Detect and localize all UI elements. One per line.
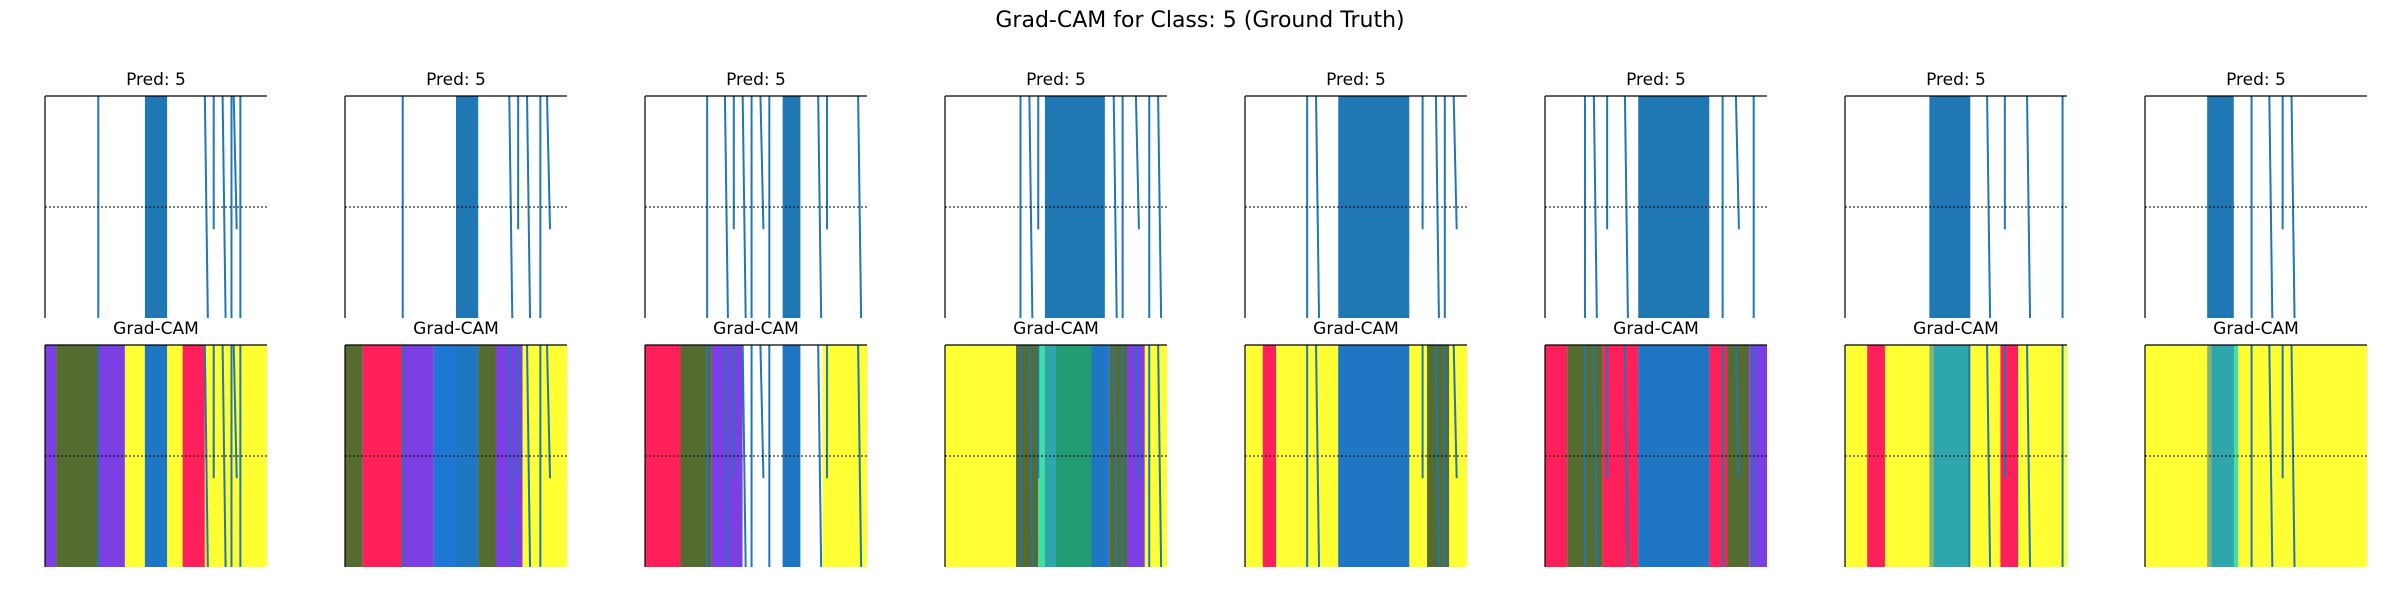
cam-heat-region [1127, 345, 1145, 567]
cam-signal-trace [2026, 344, 2032, 568]
gradcam-title: Grad-CAM [113, 319, 199, 339]
pred-title: Pred: 5 [1626, 70, 1686, 90]
cam-signal-trace [817, 344, 823, 568]
signal-trace [1592, 95, 1598, 319]
pred-title: Pred: 5 [726, 70, 786, 90]
pred-title: Pred: 5 [426, 70, 486, 90]
cam-signal-trace [1592, 344, 1598, 568]
cam-signal-trace [741, 344, 747, 568]
cam-signal-trace [526, 344, 532, 568]
signal-trace [221, 95, 227, 319]
pred-title: Pred: 5 [126, 70, 186, 90]
cam-heat-region [1602, 345, 1639, 567]
cam-heat-region [800, 345, 823, 567]
signal-trace [1986, 95, 1992, 319]
gradcam-title: Grad-CAM [713, 319, 799, 339]
pred-title: Pred: 5 [1926, 70, 1986, 90]
cam-signal-trace [1452, 344, 1458, 479]
gradcam-title: Grad-CAM [2213, 319, 2299, 339]
gradcam-title: Grad-CAM [1913, 319, 1999, 339]
pred-title: Pred: 5 [1326, 70, 1386, 90]
cam-signal-trace [1112, 344, 1118, 568]
cam-signal-trace [1986, 344, 1992, 568]
gradcam-title: Grad-CAM [1313, 319, 1399, 339]
signal-trace [741, 95, 747, 319]
cam-signal-trace [1157, 344, 1163, 568]
signal-trace [857, 95, 863, 319]
cam-signal-trace [221, 344, 227, 568]
pred-title: Pred: 5 [1026, 70, 1086, 90]
gradcam-title: Grad-CAM [413, 319, 499, 339]
signal-trace [817, 95, 823, 319]
cam-heat-region [1845, 345, 1868, 567]
cam-signal-trace [857, 344, 863, 568]
signal-trace [1157, 95, 1163, 319]
cam-heat-region [1016, 345, 1039, 567]
pred-title: Pred: 5 [2226, 70, 2286, 90]
cam-signal-band [456, 345, 479, 567]
signal-trace [2026, 95, 2032, 319]
cam-heat-region [478, 345, 496, 567]
cam-signal-band [782, 345, 801, 567]
gradcam-title: Grad-CAM [1013, 319, 1099, 339]
gradcam-title: Grad-CAM [1613, 319, 1699, 339]
cam-signal-trace [232, 344, 238, 479]
cam-heat-region [1144, 345, 1167, 567]
signal-trace [526, 95, 532, 319]
signal-dense-band [144, 96, 168, 318]
signal-dense-band [456, 96, 479, 318]
figure-suptitle: Grad-CAM for Class: 5 (Ground Truth) [995, 8, 1405, 33]
cam-signal-band [144, 345, 168, 567]
signal-trace [1452, 95, 1458, 230]
cam-heat-region [1545, 345, 1568, 567]
signal-trace [1112, 95, 1118, 319]
cam-heat-region [945, 345, 1017, 567]
cam-heat-region [1867, 345, 1885, 567]
cam-heat-region [433, 345, 456, 567]
signal-trace [232, 95, 238, 230]
signal-dense-band [782, 96, 801, 318]
